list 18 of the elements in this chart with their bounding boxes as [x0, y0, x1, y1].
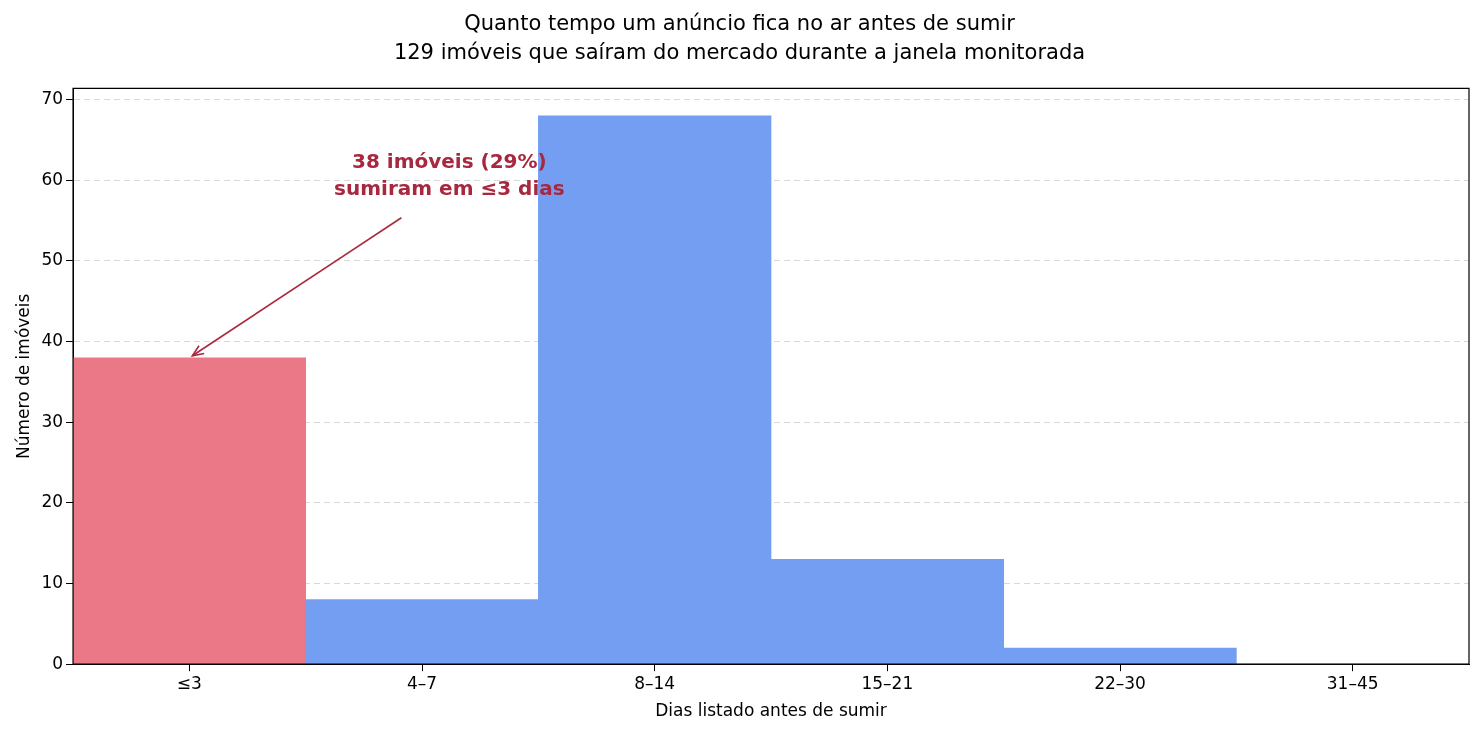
- y-tick-label: 10: [41, 571, 64, 592]
- x-tick-label: 15–21: [861, 672, 914, 693]
- y-tick-label: 40: [41, 330, 64, 351]
- y-tick-label: 70: [41, 88, 64, 109]
- x-tick-label: 22–30: [1094, 672, 1146, 693]
- y-tick-label: 0: [52, 652, 64, 673]
- x-tick-label: 8–14: [634, 672, 676, 693]
- x-tick-label: ≤3: [176, 672, 202, 693]
- y-tick-label: 60: [41, 168, 64, 189]
- x-tick-label: 31–45: [1326, 672, 1379, 693]
- chart-subtitle: 129 imóveis que saíram do mercado durante a janela monitorada: [393, 40, 1086, 65]
- y-tick-label: 20: [41, 491, 64, 512]
- x-tick-label: 4–7: [406, 672, 438, 693]
- y-tick-label: 30: [41, 410, 64, 431]
- y-tick-label: 50: [41, 249, 64, 270]
- x-axis-title: Dias listado antes de sumir: [655, 700, 887, 721]
- y-axis-title: Número de imóveis: [12, 293, 33, 459]
- chart-title: Quanto tempo um anúncio fica no ar antes de sumir: [464, 11, 1016, 36]
